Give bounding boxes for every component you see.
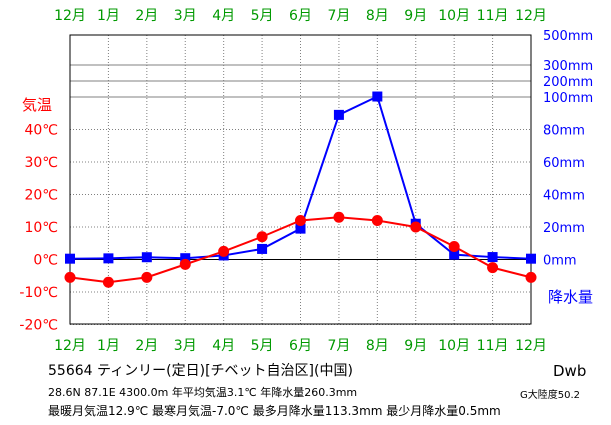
temp-tick-label: 10℃ [24,220,58,236]
precipitation-point [295,223,306,234]
month-label-top: 2月 [135,8,158,24]
temperature-point [102,276,114,288]
temperature-point [295,215,306,226]
temp-tick-label: 0℃ [33,253,58,269]
plot-frame [69,34,532,325]
grid-layer [69,34,532,325]
temperature-point [333,211,345,223]
station-extremes: 最暖月気温12.9℃ 最寒月気温-7.0℃ 最多月降水量113.3mm 最少月降… [48,404,501,418]
month-label-bottom: 1月 [97,338,120,354]
month-label-bottom: 2月 [135,338,158,354]
temp-axis-title: 気温 [22,96,52,114]
month-label-bottom: 10月 [438,338,470,354]
month-label-top: 6月 [289,8,312,24]
precipitation-point [180,253,191,264]
month-label-top: 11月 [477,8,509,24]
precipitation-point [257,243,268,254]
temperature-point [141,271,153,283]
month-label-bottom: 5月 [251,338,274,354]
precip-tick-label: 500mm [543,29,593,44]
precip-tick-label: 0mm [543,254,577,269]
precip-tick-label: 80mm [543,124,585,139]
precipitation-point [103,253,114,264]
month-label-bottom: 11月 [477,338,509,354]
month-label-top: 3月 [174,8,197,24]
month-label-bottom: 9月 [404,338,427,354]
month-label-top: 10月 [438,8,470,24]
continentality-index: G大陸度50.2 [520,390,581,401]
precipitation-point [65,253,75,264]
month-label-top: 12月 [54,8,86,24]
month-label-top: 5月 [251,8,274,24]
temperature-point [525,271,537,283]
month-label-top: 9月 [404,8,427,24]
temperature-point [448,241,460,252]
month-label-bottom: 7月 [327,338,350,354]
temp-tick-label: 20℃ [24,188,58,204]
precipitation-point [372,91,383,102]
temp-tick-label: -10℃ [19,285,58,301]
precip-tick-label: 200mm [543,75,593,90]
precipitation-point [141,252,152,263]
temperature-point [487,262,499,274]
series-layer [64,91,537,288]
month-label-bottom: 12月 [515,338,547,354]
temp-tick-label: -20℃ [19,318,58,334]
month-label-top: 1月 [97,8,120,24]
temperature-point [64,271,76,283]
station-summary: 28.6N 87.1E 4300.0m 年平均気温3.1℃ 年降水量260.3m… [48,386,358,399]
precip-tick-label: 20mm [543,221,585,236]
precip-axis-title: 降水量 [548,288,593,306]
precipitation-point [487,252,498,263]
precipitation-point [449,249,460,260]
month-label-bottom: 12月 [54,338,86,354]
temperature-point [410,221,422,233]
month-label-top: 12月 [515,8,547,24]
temperature-point [256,231,268,243]
month-label-bottom: 8月 [366,338,389,354]
month-label-bottom: 6月 [289,338,312,354]
month-label-bottom: 3月 [174,338,197,354]
temperature-point [179,258,191,270]
precip-tick-label: 300mm [543,59,593,74]
temp-tick-label: 40℃ [24,123,58,139]
temperature-point [371,215,383,226]
month-label-top: 4月 [212,8,235,24]
temp-tick-label: 30℃ [24,155,58,171]
label-layer: 12月 12月 1月 1月 2月 2月 3月 3月 4月 4月 5月 5月 6月 6月 7月 7月 8月 8月 9月… [19,8,593,354]
climate-classification: Dwb [553,362,587,380]
month-label-top: 7月 [327,8,350,24]
month-label-bottom: 4月 [212,338,235,354]
precip-tick-label: 100mm [543,91,593,106]
precip-tick-label: 60mm [543,156,585,171]
precipitation-point [526,253,536,264]
precipitation-line [69,95,532,260]
precip-tick-label: 40mm [543,189,585,204]
month-label-top: 8月 [366,8,389,24]
station-title: 55664 ティンリー(定日)[チベット自治区](中国) [48,363,353,379]
precipitation-point [333,109,344,120]
temperature-point [218,245,230,257]
